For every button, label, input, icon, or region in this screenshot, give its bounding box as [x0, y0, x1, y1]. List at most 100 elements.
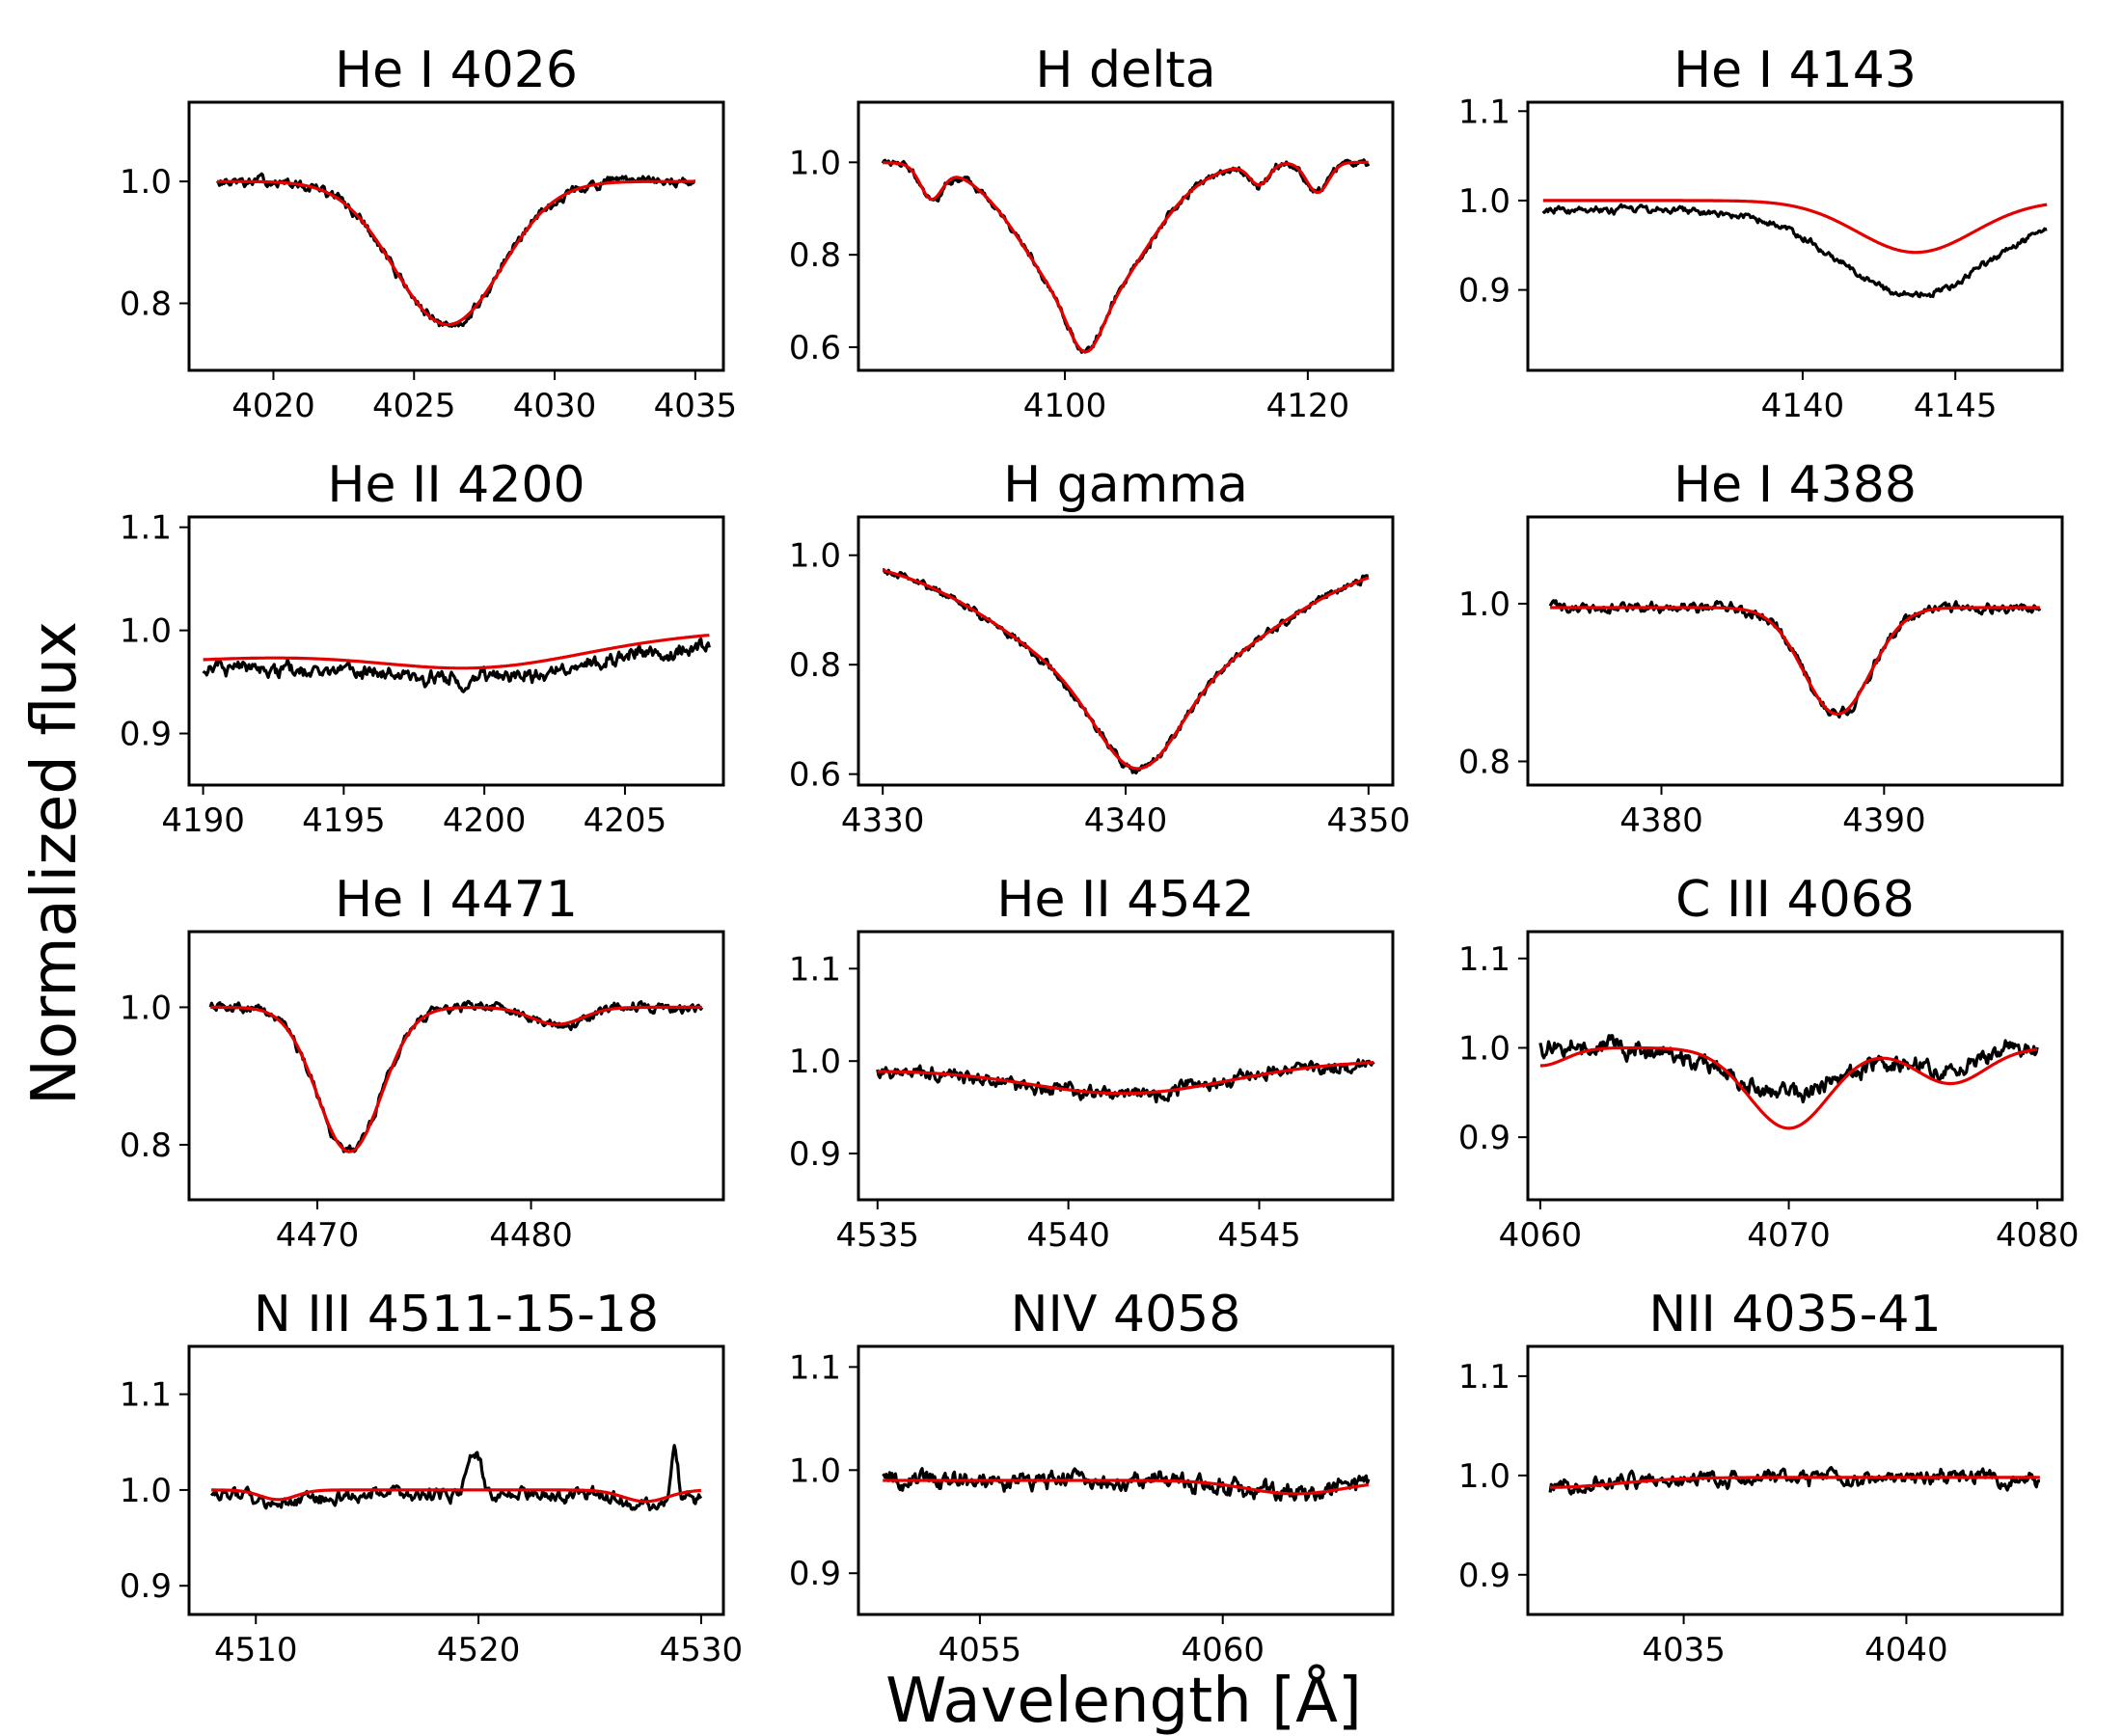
- x-tick-label: 4205: [584, 801, 667, 840]
- x-tick-label: 4340: [1084, 801, 1168, 840]
- panel-frame: [187, 930, 725, 1202]
- x-tick-label: 4120: [1266, 387, 1350, 425]
- panel: 4330 4340 4350 0.6 0.8 1.0 H gamma: [789, 456, 1410, 840]
- panel-title: H delta: [1035, 41, 1215, 99]
- x-tick-label: 4020: [231, 387, 315, 425]
- x-tick-label: 4545: [1217, 1216, 1301, 1255]
- x-tick-label: 4035: [654, 387, 738, 425]
- panel-frame: [857, 930, 1395, 1202]
- x-tick-label: 4195: [302, 801, 386, 840]
- y-tick-label: 1.0: [1458, 1029, 1510, 1068]
- x-tick-label: 4145: [1914, 387, 1998, 425]
- y-tick-label: 0.9: [1458, 1119, 1510, 1157]
- panel-frame: [187, 1344, 725, 1616]
- y-tick-label: 1.1: [789, 950, 841, 989]
- panel: 4470 4480 0.8 1.0 He I 4471: [120, 871, 725, 1255]
- panel-frame: [1526, 930, 2064, 1202]
- panel-frame: [1526, 515, 2064, 787]
- model-fit-line: [216, 179, 696, 327]
- figure-xlabel: Wavelength [Å]: [885, 1664, 1362, 1736]
- panel-title: He II 4542: [996, 871, 1254, 929]
- panel-frame: [187, 100, 725, 372]
- observed-spectrum-line: [215, 172, 696, 328]
- model-fit-line: [209, 1005, 703, 1153]
- x-tick-label: 4510: [214, 1631, 298, 1669]
- x-tick-label: 4025: [372, 387, 456, 425]
- panel-title: N III 4511-15-18: [254, 1286, 659, 1343]
- y-tick-label: 0.9: [789, 1555, 841, 1593]
- y-tick-label: 1.0: [789, 1043, 841, 1081]
- panel: 4100 4120 0.6 0.8 1.0 H delta: [789, 41, 1395, 425]
- observed-spectrum-line: [881, 158, 1371, 354]
- x-tick-label: 4350: [1327, 801, 1411, 840]
- y-tick-label: 1.1: [120, 1376, 172, 1415]
- y-tick-label: 1.0: [1458, 182, 1510, 221]
- y-tick-label: 1.0: [1458, 1457, 1510, 1496]
- y-tick-label: 1.1: [789, 1348, 841, 1387]
- x-tick-label: 4530: [660, 1631, 744, 1669]
- x-tick-label: 4035: [1642, 1631, 1726, 1669]
- panel: 4140 4145 0.9 1.0 1.1 He I 4143: [1458, 41, 2064, 425]
- y-tick-label: 0.6: [789, 756, 841, 795]
- model-fit-line: [882, 568, 1370, 771]
- panel-title: He I 4388: [1673, 456, 1917, 514]
- x-tick-label: 4390: [1842, 801, 1926, 840]
- x-tick-label: 4200: [443, 801, 527, 840]
- observed-spectrum-line: [1548, 599, 2042, 719]
- model-fit-line: [1542, 199, 2048, 255]
- panel-frame: [1526, 100, 2064, 372]
- panel-title: C III 4068: [1675, 871, 1915, 929]
- x-tick-label: 4470: [276, 1216, 360, 1255]
- model-fit-line: [203, 633, 710, 670]
- panel: 4190 4195 4200 4205 0.9 1.0 1.1 He II 4200: [120, 456, 725, 840]
- panel-title: He I 4026: [335, 41, 578, 99]
- model-fit-line: [1549, 606, 2041, 716]
- y-tick-label: 1.1: [120, 509, 172, 548]
- y-tick-label: 0.9: [1458, 272, 1510, 311]
- panel-title: He II 4200: [327, 456, 585, 514]
- observed-spectrum-line: [1541, 203, 2048, 299]
- y-tick-label: 0.8: [1458, 743, 1510, 781]
- y-tick-label: 0.9: [120, 1567, 172, 1606]
- observed-spectrum-line: [1538, 1034, 2039, 1104]
- panel: 4020 4025 4030 4035 0.8 1.0 He I 4026: [120, 41, 737, 425]
- y-tick-label: 1.0: [120, 612, 172, 651]
- panel-frame: [857, 515, 1395, 787]
- x-tick-label: 4330: [841, 801, 925, 840]
- x-tick-label: 4480: [489, 1216, 573, 1255]
- panel: 4035 4040 0.9 1.0 1.1 NII 4035-41: [1458, 1286, 2064, 1669]
- model-fit-line: [882, 160, 1370, 354]
- panel: 4380 4390 0.8 1.0 He I 4388: [1458, 456, 2064, 840]
- panel: 4060 4070 4080 0.9 1.0 1.1 C III 4068: [1458, 871, 2080, 1255]
- x-tick-label: 4040: [1864, 1631, 1948, 1669]
- panel-frame: [1526, 1344, 2064, 1616]
- panel: 4055 4060 0.9 1.0 1.1 NIV 4058: [789, 1286, 1395, 1669]
- panel: 4510 4520 4530 0.9 1.0 1.1 N III 4511-15-18: [120, 1286, 743, 1669]
- y-tick-label: 0.9: [1458, 1557, 1510, 1595]
- x-tick-label: 4070: [1747, 1216, 1831, 1255]
- x-tick-label: 4140: [1761, 387, 1845, 425]
- y-tick-label: 0.9: [789, 1135, 841, 1174]
- panel-grid: 4020 4025 4030 4035 0.8 1.0 He I 4026 4100 4120 0…: [120, 41, 2080, 1669]
- observed-spectrum-line: [202, 637, 711, 693]
- panel-title: NII 4035-41: [1648, 1286, 1941, 1343]
- model-fit-line: [1539, 1045, 2038, 1130]
- y-tick-label: 1.0: [120, 989, 172, 1027]
- y-tick-label: 0.6: [789, 329, 841, 367]
- y-tick-label: 1.0: [789, 144, 841, 182]
- x-tick-label: 4080: [1996, 1216, 2080, 1255]
- panel-title: H gamma: [1003, 456, 1248, 514]
- y-tick-label: 1.1: [1458, 1358, 1510, 1397]
- panel-frame: [187, 515, 725, 787]
- x-tick-label: 4060: [1499, 1216, 1583, 1255]
- panel-title: NIV 4058: [1011, 1286, 1241, 1343]
- x-tick-label: 4535: [836, 1216, 920, 1255]
- y-tick-label: 0.8: [789, 236, 841, 275]
- panel-title: He I 4143: [1673, 41, 1917, 99]
- x-tick-label: 4380: [1619, 801, 1703, 840]
- x-tick-label: 4100: [1023, 387, 1107, 425]
- panel-title: He I 4471: [335, 871, 578, 929]
- observed-spectrum-line: [876, 1058, 1375, 1104]
- y-tick-label: 1.0: [789, 537, 841, 576]
